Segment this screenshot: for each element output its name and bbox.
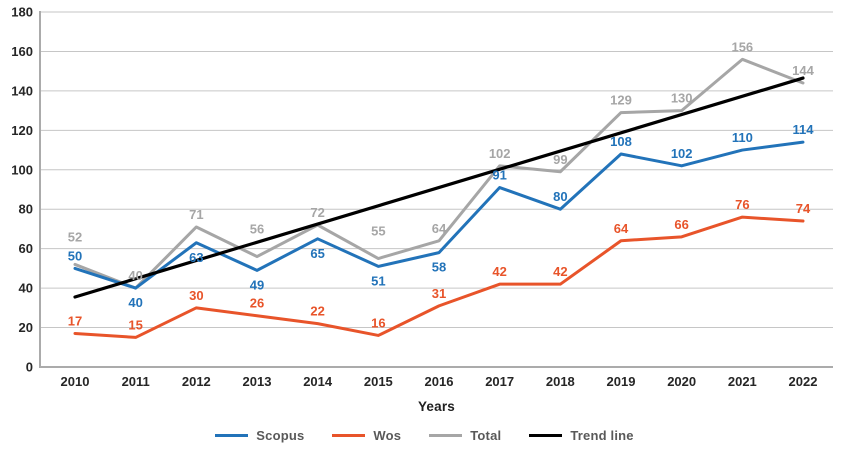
y-tick-label: 180 <box>11 5 33 20</box>
data-label: 65 <box>310 246 324 261</box>
data-label: 72 <box>310 205 324 220</box>
x-tick-label: 2011 <box>122 374 150 389</box>
x-tick-label: 2012 <box>182 374 211 389</box>
legend-label: Trend line <box>570 428 634 443</box>
x-tick-label: 2017 <box>485 374 514 389</box>
data-label: 26 <box>250 296 264 311</box>
data-label: 58 <box>432 260 446 275</box>
series-line-scopus <box>73 140 805 290</box>
legend: Scopus Wos Total Trend line <box>0 428 849 443</box>
x-axis-title: Years <box>417 399 456 414</box>
y-tick-label: 80 <box>19 202 33 217</box>
data-label: 64 <box>432 221 447 236</box>
data-label: 51 <box>371 273 385 288</box>
data-label: 129 <box>610 93 632 108</box>
y-tick-label: 120 <box>11 123 33 138</box>
y-tick-label: 0 <box>26 360 33 375</box>
y-tick-label: 20 <box>19 320 33 335</box>
data-label: 56 <box>250 222 264 237</box>
legend-item-trend-line: Trend line <box>529 428 634 443</box>
x-tick-label: 2020 <box>667 374 696 389</box>
data-label: 71 <box>189 207 203 222</box>
data-label: 40 <box>128 295 142 310</box>
y-tick-label: 160 <box>11 44 33 59</box>
legend-label: Scopus <box>256 428 305 443</box>
y-tick-label: 100 <box>11 162 33 177</box>
data-label: 110 <box>732 130 753 145</box>
data-label: 99 <box>553 152 567 167</box>
trend-line <box>73 76 805 299</box>
legend-swatch <box>332 434 366 437</box>
y-tick-label: 60 <box>19 241 33 256</box>
x-tick-label: 2013 <box>243 374 272 389</box>
data-label: 102 <box>671 146 693 161</box>
legend-label: Total <box>470 428 502 443</box>
data-label: 31 <box>432 286 446 301</box>
data-label: 102 <box>489 146 511 161</box>
data-label: 76 <box>735 197 749 212</box>
data-label: 49 <box>250 277 264 292</box>
data-label: 91 <box>492 168 506 183</box>
data-label: 40 <box>128 268 142 283</box>
data-label: 22 <box>310 304 324 319</box>
series-line-total <box>73 57 805 290</box>
y-tick-label: 140 <box>11 83 33 98</box>
data-label: 114 <box>793 122 815 137</box>
data-label: 50 <box>68 248 82 263</box>
x-tick-label: 2010 <box>61 374 90 389</box>
data-label: 16 <box>371 315 385 330</box>
data-label: 66 <box>674 217 688 232</box>
data-label: 55 <box>371 224 385 239</box>
data-label: 74 <box>796 201 811 216</box>
legend-item-wos: Wos <box>332 428 401 443</box>
data-label: 130 <box>671 91 693 106</box>
data-label: 64 <box>614 221 629 236</box>
x-tick-label: 2015 <box>364 374 393 389</box>
x-tick-label: 2019 <box>607 374 636 389</box>
x-tick-label: 2018 <box>546 374 575 389</box>
data-label: 42 <box>492 264 506 279</box>
data-label: 80 <box>553 189 567 204</box>
data-label: 156 <box>731 39 753 54</box>
y-tick-label: 40 <box>19 281 33 296</box>
data-label: 17 <box>68 313 82 328</box>
data-label: 144 <box>792 63 814 78</box>
data-label: 30 <box>189 288 203 303</box>
x-tick-label: 2021 <box>728 374 757 389</box>
data-label: 108 <box>610 134 632 149</box>
legend-swatch <box>215 434 249 437</box>
legend-swatch <box>529 434 563 437</box>
data-label: 63 <box>189 250 203 265</box>
data-label: 15 <box>128 317 142 332</box>
legend-label: Wos <box>373 428 402 443</box>
legend-item-total: Total <box>429 428 501 443</box>
series-line-wos <box>73 215 805 339</box>
x-tick-label: 2014 <box>303 374 333 389</box>
data-label: 42 <box>553 264 567 279</box>
x-tick-label: 2016 <box>425 374 454 389</box>
x-tick-label: 2022 <box>789 374 818 389</box>
legend-item-scopus: Scopus <box>215 428 304 443</box>
data-label: 52 <box>68 229 82 244</box>
legend-swatch <box>429 434 463 437</box>
